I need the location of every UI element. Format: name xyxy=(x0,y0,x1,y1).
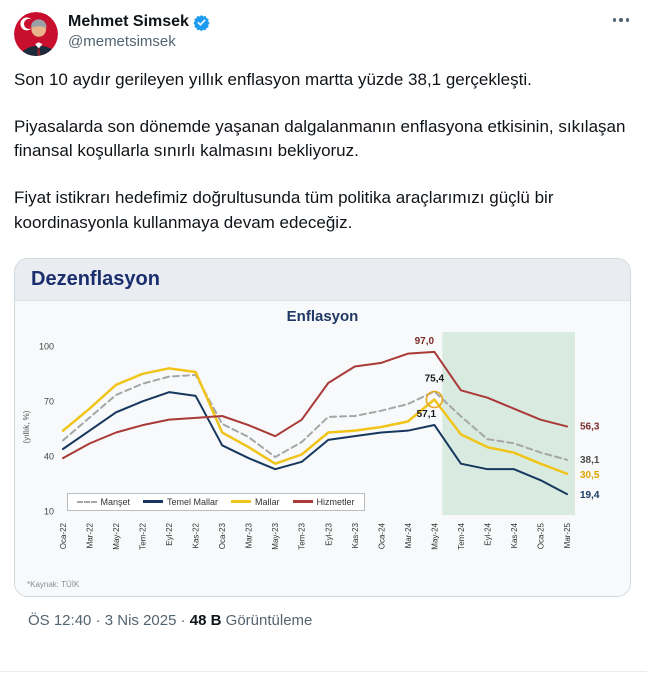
svg-text:Kas-23: Kas-23 xyxy=(350,522,359,548)
svg-text:Tem-22: Tem-22 xyxy=(138,522,147,549)
svg-text:Mar-22: Mar-22 xyxy=(85,522,94,548)
tweet-paragraph: Son 10 aydır gerileyen yıllık enflasyon … xyxy=(14,70,532,89)
svg-text:May-24: May-24 xyxy=(430,522,439,549)
avatar-image xyxy=(14,12,58,56)
legend-swatch-hizmetler xyxy=(292,500,313,504)
svg-text:19,4: 19,4 xyxy=(580,490,600,501)
svg-text:(yıllık, %): (yıllık, %) xyxy=(22,410,31,443)
separator-dot: · xyxy=(180,611,186,629)
svg-text:Mar-23: Mar-23 xyxy=(244,522,253,548)
svg-text:56,3: 56,3 xyxy=(580,421,600,432)
legend-label: Mallar xyxy=(255,496,280,507)
svg-text:Eyl-24: Eyl-24 xyxy=(483,522,492,545)
tweet-header: Mehmet Simsek @memetsimsek xyxy=(14,12,631,56)
tweet-divider xyxy=(0,671,647,672)
post-time: ÖS 12:40 xyxy=(28,611,92,629)
svg-text:100: 100 xyxy=(38,341,53,351)
separator-dot: · xyxy=(95,611,101,629)
inflation-chart: 10 40 70 100 (yıllık, %) Oca-22 Mar-22 May-22 Te… xyxy=(17,325,629,580)
svg-text:57,1: 57,1 xyxy=(416,409,436,420)
legend-swatch-mallar xyxy=(231,500,252,504)
chart-source-note: *Kaynak: TÜİK xyxy=(27,579,80,589)
chart-card-title: Dezenflasyon xyxy=(15,258,630,301)
svg-text:30,5: 30,5 xyxy=(580,469,600,480)
legend-item-manset: Manşet xyxy=(76,496,131,507)
avatar[interactable] xyxy=(14,12,58,56)
svg-text:75,4: 75,4 xyxy=(424,373,444,384)
tweet: Mehmet Simsek @memetsimsek Son 10 aydır … xyxy=(14,12,631,629)
views-label: Görüntüleme xyxy=(225,611,313,629)
dot-icon xyxy=(625,18,629,22)
svg-text:Oca-23: Oca-23 xyxy=(218,522,227,549)
svg-text:Eyl-22: Eyl-22 xyxy=(165,522,174,545)
legend-swatch-manset xyxy=(76,500,97,503)
legend-item-hizmetler: Hizmetler xyxy=(292,496,355,507)
svg-text:Kas-24: Kas-24 xyxy=(509,522,518,548)
legend-item-temel-mallar: Temel Mallar xyxy=(143,497,218,507)
legend-item-mallar: Mallar xyxy=(231,497,280,507)
inflation-chart-svg: 10 40 70 100 (yıllık, %) Oca-22 Mar-22 May-22 Te… xyxy=(22,331,600,549)
tweet-paragraph: Piyasalarda son dönemde yaşanan dalgalan… xyxy=(14,117,626,161)
svg-text:Oca-22: Oca-22 xyxy=(59,522,68,549)
dot-icon xyxy=(612,18,616,22)
svg-text:Mar-24: Mar-24 xyxy=(403,522,412,548)
svg-text:40: 40 xyxy=(43,451,53,461)
svg-text:Eyl-23: Eyl-23 xyxy=(324,522,333,545)
svg-text:70: 70 xyxy=(43,396,53,406)
author-handle[interactable]: @memetsimsek xyxy=(68,33,176,50)
svg-text:Kas-22: Kas-22 xyxy=(191,522,200,548)
svg-text:10: 10 xyxy=(43,506,53,516)
legend-label: Temel Mallar xyxy=(167,496,219,507)
tweet-paragraph: Fiyat istikrarı hedefimiz doğrultusunda … xyxy=(14,188,554,232)
author-name[interactable]: Mehmet Simsek xyxy=(68,13,189,30)
verified-badge-icon xyxy=(193,14,210,31)
svg-text:97,0: 97,0 xyxy=(414,335,434,346)
svg-text:Oca-25: Oca-25 xyxy=(536,522,545,549)
chart-legend: Manşet Temel Mallar Mallar Hizmetler xyxy=(66,492,365,511)
dot-icon xyxy=(619,18,623,22)
legend-label: Manşet xyxy=(100,496,131,507)
media-card[interactable]: Dezenflasyon Enflasyon 10 40 70 100 (yıllık,… xyxy=(14,257,631,597)
svg-text:Tem-23: Tem-23 xyxy=(297,522,306,549)
svg-text:May-22: May-22 xyxy=(112,522,121,549)
svg-text:38,1: 38,1 xyxy=(580,454,600,465)
legend-label: Hizmetler xyxy=(316,496,355,507)
author-block: Mehmet Simsek @memetsimsek xyxy=(68,12,210,52)
svg-text:May-23: May-23 xyxy=(271,522,280,549)
svg-text:Oca-24: Oca-24 xyxy=(377,522,386,549)
tweet-text: Son 10 aydır gerileyen yıllık enflasyon … xyxy=(14,68,631,235)
svg-text:Mar-25: Mar-25 xyxy=(563,522,572,548)
views-count: 48 B xyxy=(189,611,222,629)
chart-title: Enflasyon xyxy=(286,307,359,325)
tweet-footer: ÖS 12:40 · 3 Nis 2025 · 48 B Görüntüleme xyxy=(14,597,631,629)
more-options-button[interactable] xyxy=(611,12,632,28)
legend-swatch-temel-mallar xyxy=(143,500,164,504)
svg-text:Tem-24: Tem-24 xyxy=(456,522,465,549)
post-date: 3 Nis 2025 xyxy=(104,611,177,629)
chart-card-body: Enflasyon 10 40 70 100 (yıllık, %) Oca-22 Mar-… xyxy=(15,300,630,596)
